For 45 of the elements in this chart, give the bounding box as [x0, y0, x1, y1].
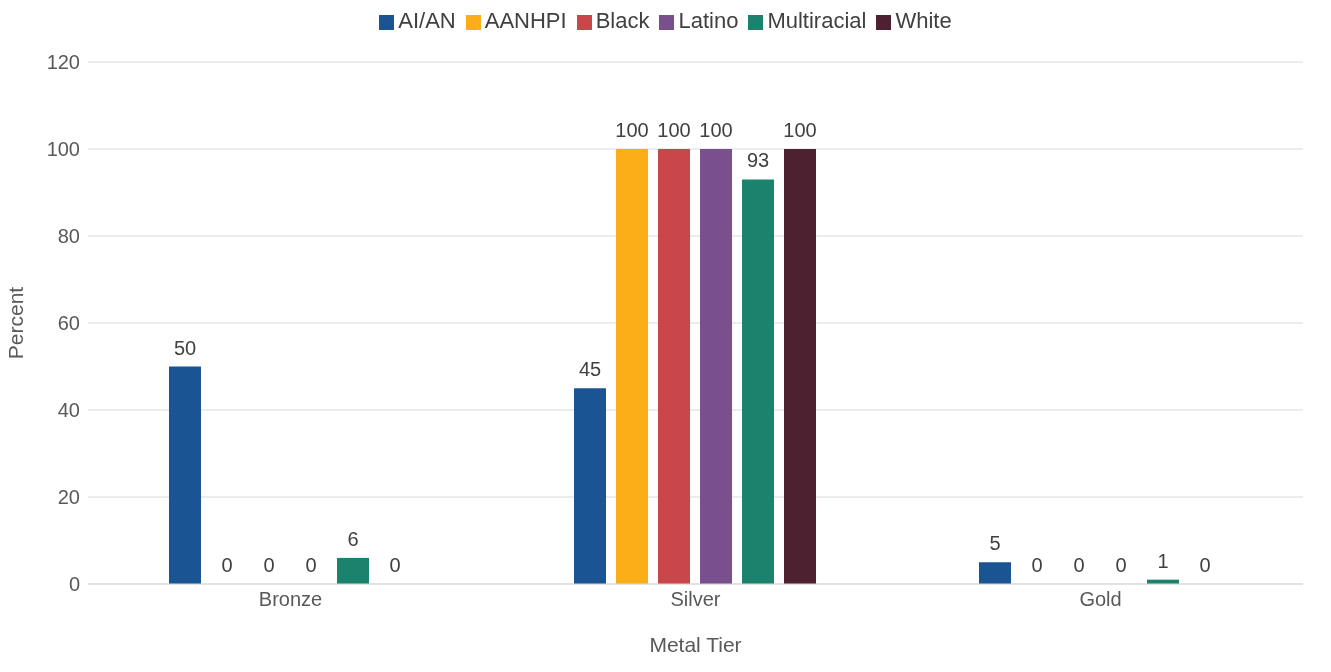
y-tick-label: 120 — [46, 51, 80, 74]
x-axis-title: Metal Tier — [649, 633, 742, 656]
bar — [574, 388, 606, 584]
bar — [658, 149, 690, 584]
legend-label: AI/AN — [398, 8, 456, 33]
bar — [337, 557, 369, 584]
data-label: 6 — [347, 527, 359, 550]
data-label: 0 — [305, 553, 317, 576]
data-label: 0 — [1073, 553, 1085, 576]
y-tick-label: 20 — [57, 486, 80, 509]
data-label: 0 — [1031, 553, 1043, 576]
legend-label: Black — [595, 8, 650, 33]
y-tick-label: 80 — [57, 225, 80, 248]
data-label: 5 — [989, 532, 1001, 555]
data-label: 100 — [783, 119, 817, 141]
data-label: 0 — [221, 553, 233, 576]
y-tick-label: 40 — [57, 399, 80, 422]
data-label: 100 — [699, 119, 733, 141]
data-label: 100 — [657, 119, 691, 141]
bar — [979, 562, 1011, 584]
legend-label: Multiracial — [767, 8, 867, 33]
data-label: 0 — [1199, 553, 1211, 576]
y-axis-title: Percent — [4, 286, 28, 360]
data-label: 0 — [1115, 553, 1127, 576]
bar — [616, 149, 648, 584]
x-tick-label: Bronze — [258, 588, 323, 611]
data-label: 93 — [746, 149, 770, 172]
bar — [784, 149, 816, 584]
y-tick-label: 60 — [57, 312, 80, 335]
bar — [742, 179, 774, 584]
data-label: 0 — [263, 553, 275, 576]
y-tick-label: 100 — [46, 138, 80, 161]
x-tick-label: Gold — [1079, 588, 1122, 611]
data-label: 1 — [1157, 549, 1169, 572]
data-label: 0 — [389, 553, 401, 576]
legend-label: White — [895, 8, 952, 33]
y-tick-label: 0 — [68, 573, 80, 596]
legend-label: Latino — [678, 8, 739, 33]
x-tick-label: Silver — [670, 588, 721, 611]
data-label: 100 — [615, 119, 649, 141]
data-label: 50 — [173, 336, 197, 359]
data-label: 45 — [578, 358, 602, 381]
bar — [169, 366, 201, 584]
legend-label: AANHPI — [484, 8, 567, 33]
bar — [700, 149, 732, 584]
